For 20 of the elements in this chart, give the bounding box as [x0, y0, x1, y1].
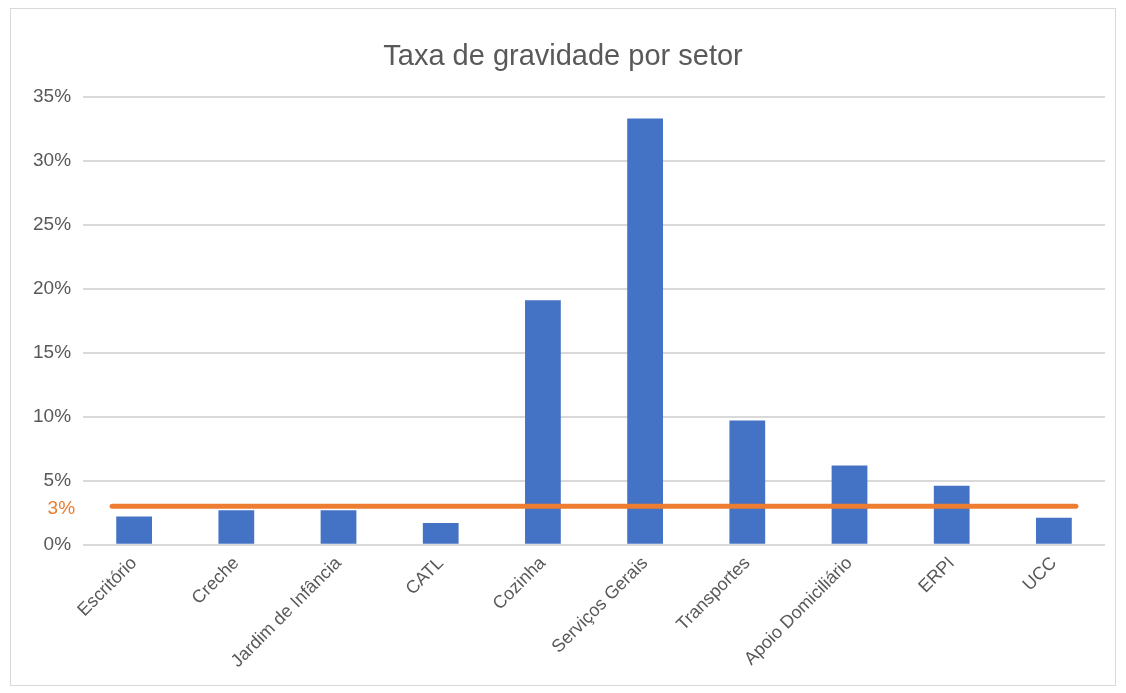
ref-line-label: 3% — [47, 496, 76, 518]
y-tick-label: 25% — [33, 213, 72, 235]
bar — [116, 516, 153, 544]
bar — [627, 118, 663, 544]
bar — [218, 510, 255, 544]
bar — [831, 465, 868, 544]
y-tick-label: 20% — [33, 277, 72, 298]
bar — [525, 300, 561, 544]
chart-title: Taxa de gravidade por setor — [383, 39, 744, 72]
y-tick-label: 5% — [43, 468, 72, 490]
bar — [422, 522, 459, 544]
y-tick-label: 0% — [43, 532, 72, 554]
y-tick-label: 15% — [33, 340, 72, 362]
y-tick-label: 35% — [33, 85, 72, 107]
bar — [729, 420, 766, 544]
y-tick-label: 10% — [33, 404, 72, 426]
bar — [320, 510, 357, 544]
y-tick-label: 30% — [33, 149, 72, 171]
bar — [1036, 517, 1072, 544]
bar — [933, 485, 970, 544]
